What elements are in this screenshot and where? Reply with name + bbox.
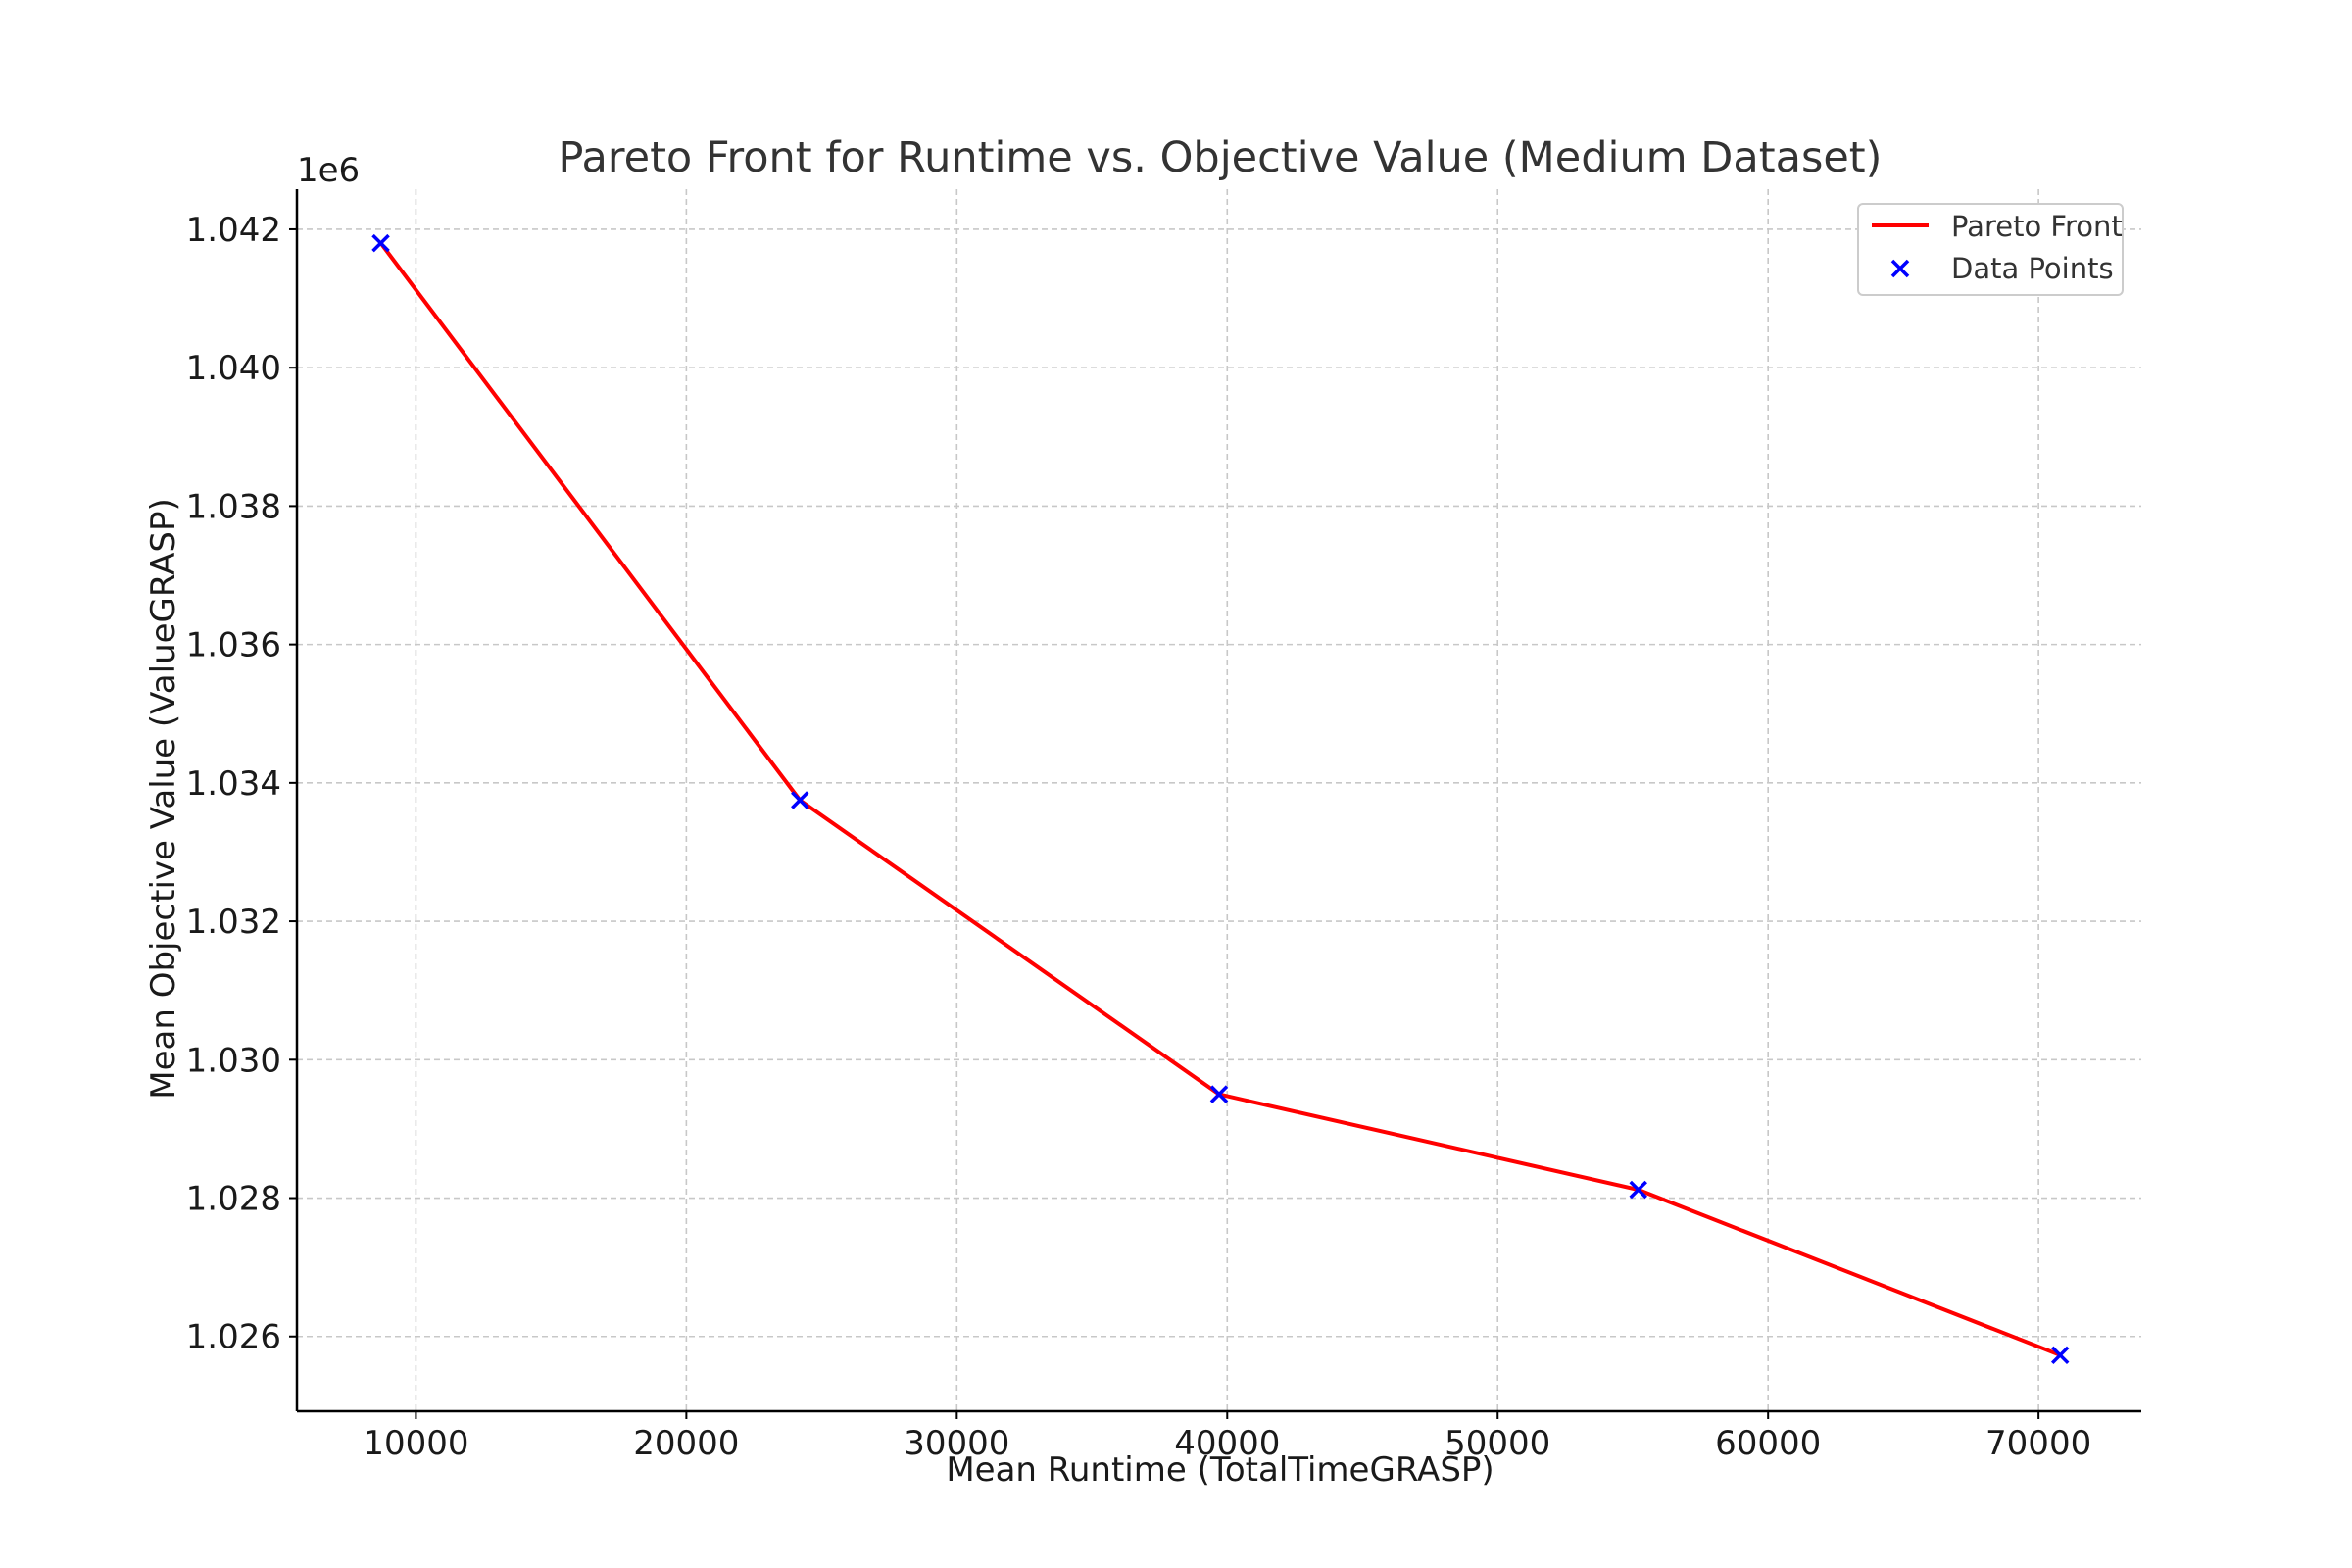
legend-label-pareto-front: Pareto Front — [1951, 210, 2123, 243]
y-tick-label: 1.034 — [186, 764, 281, 804]
x-tick-label: 50000 — [1445, 1424, 1550, 1463]
data-point-marker — [1209, 1085, 1229, 1103]
pareto-front-line — [378, 241, 2061, 1357]
x-tick-label: 70000 — [1985, 1424, 2091, 1463]
legend: Pareto Front Data Points — [1857, 203, 2124, 296]
x-tick-label: 40000 — [1174, 1424, 1280, 1463]
data-point-marker — [371, 233, 390, 253]
series-layer — [371, 233, 2070, 1365]
x-tick-label: 20000 — [633, 1424, 739, 1463]
y-tick-label: 1.042 — [186, 211, 281, 250]
y-tick-label: 1.030 — [186, 1041, 281, 1080]
y-tick-label: 1.026 — [186, 1318, 281, 1357]
y-tick-label: 1.028 — [186, 1180, 281, 1219]
axes-spines — [295, 189, 2141, 1413]
y-axis-label: Mean Objective Value (ValueGRASP) — [144, 498, 183, 1099]
data-point-marker — [1629, 1180, 1647, 1200]
y-axis-ticks: 1.026 1.028 1.030 1.032 1.034 1.036 1.038 1.040… — [186, 211, 297, 1357]
data-point-marker — [2050, 1346, 2070, 1365]
x-axis-ticks: 10000 20000 30000 40000 50000 60000 70000 — [363, 1411, 2091, 1463]
x-tick-label: 30000 — [904, 1424, 1009, 1463]
legend-marker-swatch — [1890, 259, 1910, 278]
x-tick-label: 10000 — [363, 1424, 468, 1463]
y-axis-offset-label: 1e6 — [297, 151, 360, 190]
y-tick-label: 1.036 — [186, 626, 281, 665]
x-axis-label: Mean Runtime (TotalTimeGRASP) — [946, 1450, 1494, 1490]
y-tick-label: 1.040 — [186, 349, 281, 388]
data-point-marker — [791, 791, 809, 809]
grid — [297, 189, 2141, 1411]
legend-label-data-points: Data Points — [1951, 252, 2114, 285]
y-tick-label: 1.038 — [186, 487, 281, 526]
y-tick-label: 1.032 — [186, 903, 281, 942]
x-tick-label: 60000 — [1715, 1424, 1821, 1463]
chart-title: Pareto Front for Runtime vs. Objective V… — [559, 133, 1883, 182]
